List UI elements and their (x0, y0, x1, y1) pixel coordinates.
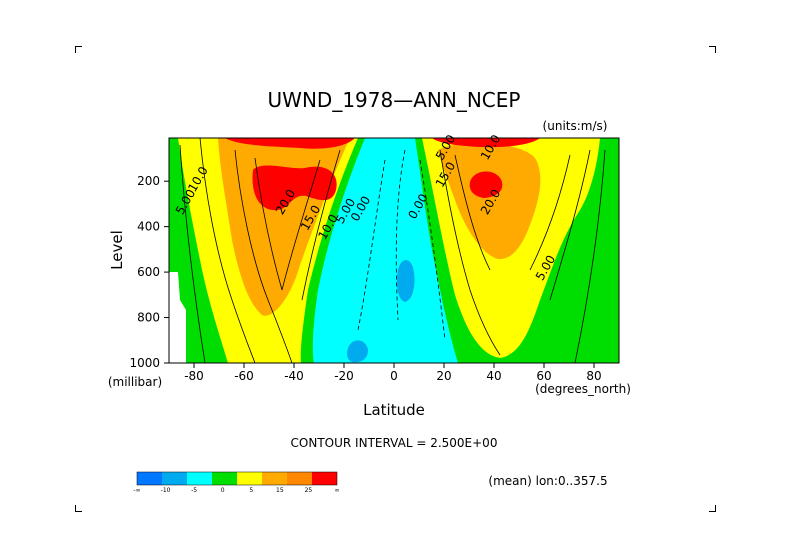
x-tick-label: -40 (284, 369, 304, 383)
corner-mark-bottom-right (709, 505, 716, 512)
colorbar-frame (136, 471, 338, 486)
fill-sh-surface-green (193, 344, 213, 361)
colorbar-swatch (287, 472, 312, 485)
x-units-label: (degrees_north) (535, 382, 631, 396)
colorbar-label: -5 (191, 487, 197, 494)
colorbar-label: -10 (161, 487, 171, 494)
corner-mark-bottom-left (75, 505, 82, 512)
colorbar-swatch (237, 472, 262, 485)
antarctic-mask (169, 272, 186, 363)
y-axis-ticks: 200 400 600 800 1000 (129, 174, 169, 370)
contour-lines (179, 138, 606, 363)
colorbar-label: 5 (249, 487, 253, 494)
colorbar-label: 0 (221, 487, 225, 494)
y-tick-label: 400 (137, 220, 160, 234)
x-axis-title: Latitude (363, 401, 425, 419)
colorbar-label: 25 (305, 487, 313, 494)
mean-lon-text: (mean) lon:0..357.5 (488, 474, 607, 488)
colorbar-label: ∞ (335, 487, 340, 494)
fill-nh-25plus (469, 171, 503, 198)
x-tick-label: 60 (536, 369, 551, 383)
y-units-label: (millibar) (108, 375, 162, 389)
fill-top-sh-jet (225, 138, 355, 149)
colorbar-swatch (162, 472, 187, 485)
x-axis-ticks: -80 -60 -40 -20 0 20 40 60 80 (184, 363, 602, 383)
x-tick-label: -60 (234, 369, 254, 383)
corner-mark-top-left (75, 46, 82, 53)
fill-tropical-min-2 (347, 340, 368, 363)
contour-fills (169, 138, 619, 363)
fill-nh-15-25 (438, 143, 541, 260)
fill-sh-25plus (252, 165, 337, 211)
units-label: (units:m/s) (543, 119, 608, 133)
colorbar-swatch (262, 472, 287, 485)
colorbar-swatch (187, 472, 212, 485)
fill-top-nh-jet (432, 138, 540, 148)
x-tick-label: 20 (436, 369, 451, 383)
colorbar-swatch (312, 472, 337, 485)
colorbar-label: 15 (276, 487, 284, 494)
y-tick-label: 600 (137, 265, 160, 279)
contour-interval-text: CONTOUR INTERVAL = 2.500E+00 (291, 436, 498, 450)
y-tick-label: 800 (137, 311, 160, 325)
x-tick-label: -80 (184, 369, 204, 383)
x-tick-label: 40 (486, 369, 501, 383)
x-tick-label: 80 (586, 369, 601, 383)
colorbar-label: -∞ (133, 487, 140, 494)
y-tick-label: 200 (137, 174, 160, 188)
x-tick-label: 0 (390, 369, 398, 383)
chart-title: UWND_1978—ANN_NCEP (268, 88, 521, 112)
y-axis-title: Level (108, 230, 126, 270)
fill-tropical-min-1 (396, 260, 415, 302)
colorbar-swatch (212, 472, 237, 485)
x-tick-label: -20 (334, 369, 354, 383)
colorbar-swatch (137, 472, 162, 485)
contour-lines-negative (357, 149, 446, 341)
corner-mark-top-right (709, 46, 716, 53)
y-tick-label: 1000 (129, 356, 160, 370)
colorbar: -∞ -10 -5 0 5 15 25 ∞ (133, 471, 340, 494)
